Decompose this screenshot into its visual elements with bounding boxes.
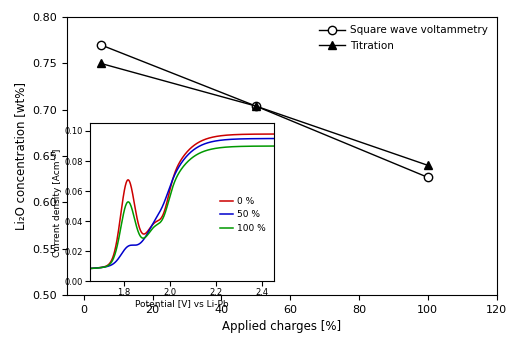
Y-axis label: Current density [Acm⁻²]: Current density [Acm⁻²] (53, 148, 62, 257)
Line: 100 %: 100 % (90, 146, 274, 269)
Legend: Square wave voltammetry, Titration: Square wave voltammetry, Titration (316, 22, 492, 54)
Line: 0 %: 0 % (90, 134, 274, 269)
0 % (134, 216, 140, 220)
100 % (87, 267, 93, 271)
Line: Square wave voltammetry: Square wave voltammetry (97, 41, 432, 181)
50 % (119, 251, 125, 255)
0 % (225, 133, 231, 137)
100 % (170, 184, 176, 188)
100 % (271, 144, 277, 148)
Y-axis label: Li₂O concentration [wt%]: Li₂O concentration [wt%] (13, 82, 27, 230)
50 % (87, 267, 93, 271)
100 % (195, 152, 201, 156)
50 % (134, 243, 140, 247)
Titration (98, 61, 104, 66)
Line: 50 %: 50 % (90, 139, 274, 269)
100 % (225, 145, 231, 149)
50 % (195, 145, 201, 149)
100 % (134, 226, 140, 230)
50 % (271, 137, 277, 141)
50 % (209, 140, 216, 144)
0 % (87, 267, 93, 271)
Titration (425, 163, 431, 167)
0 % (170, 176, 176, 180)
50 % (170, 177, 176, 181)
Legend: 0 %, 50 %, 100 %: 0 %, 50 %, 100 % (216, 193, 269, 237)
Square wave voltammetry (253, 104, 259, 108)
0 % (119, 202, 125, 206)
Square wave voltammetry (98, 43, 104, 47)
X-axis label: Applied charges [%]: Applied charges [%] (222, 320, 341, 333)
100 % (119, 218, 125, 222)
Titration (253, 104, 259, 108)
Square wave voltammetry (425, 175, 431, 179)
100 % (209, 147, 216, 151)
0 % (195, 141, 201, 145)
Line: Titration: Titration (97, 59, 432, 169)
0 % (271, 132, 277, 136)
50 % (225, 138, 231, 142)
0 % (209, 135, 216, 139)
X-axis label: Potential [V] vs Li-Pb: Potential [V] vs Li-Pb (135, 299, 228, 308)
